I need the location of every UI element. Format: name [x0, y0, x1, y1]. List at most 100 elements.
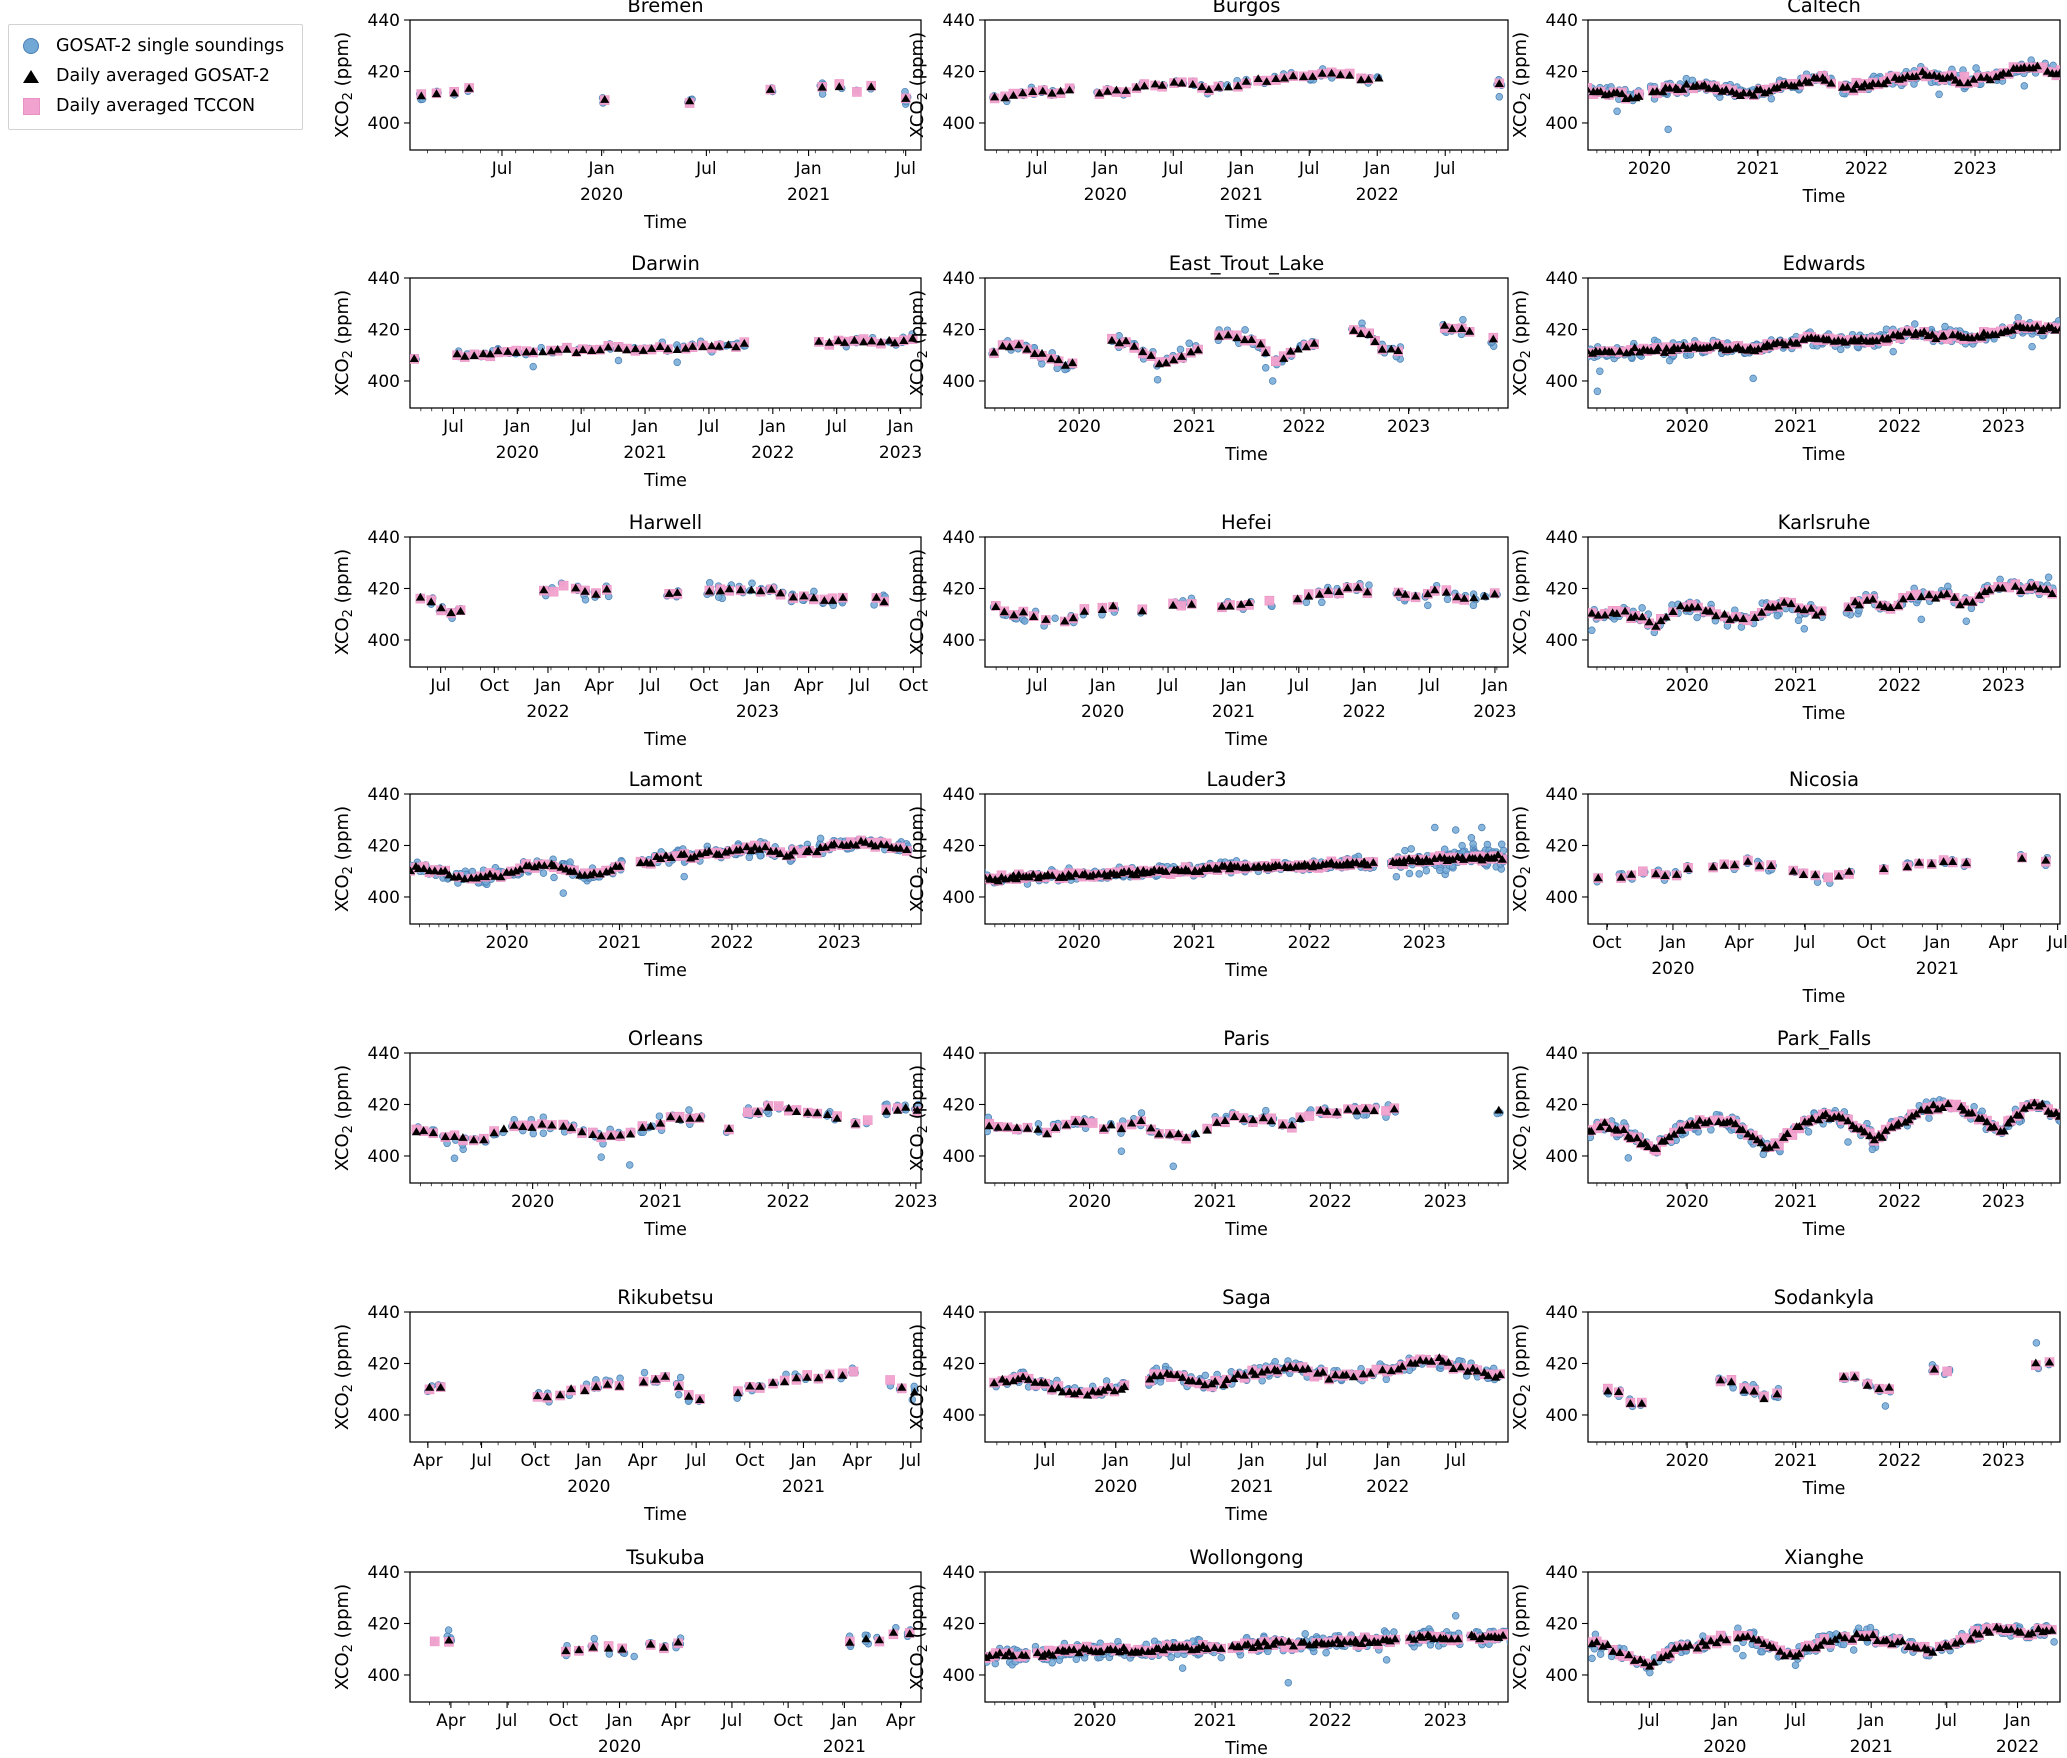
gosat2-daily-marker	[890, 338, 900, 347]
gosat2-daily-marker	[1024, 872, 1034, 881]
single-sounding-marker	[1185, 339, 1193, 348]
tccon-daily-marker	[862, 1115, 873, 1125]
gosat2-daily-marker	[1488, 334, 1498, 343]
gosat2-daily-marker	[1494, 1105, 1504, 1114]
gosat2-daily-marker	[1157, 80, 1167, 89]
gosat2-daily-marker	[1138, 347, 1148, 356]
x-tick-year-label: 2021	[1220, 185, 1263, 205]
panel-park-falls: Park_Falls 400 420 440 XCO2 (ppm) 2020 2021 202…	[1510, 1027, 2061, 1240]
gosat2-daily-marker	[1617, 89, 1627, 98]
gosat2-daily-marker	[1161, 358, 1171, 367]
gosat2-daily-marker	[1217, 602, 1227, 610]
panel-edwards: Edwards 400 420 440 XCO2 (ppm) 2020 2021 2022 20…	[1510, 252, 2061, 465]
single-sounding-marker	[1241, 326, 1249, 334]
gosat2-daily-marker	[817, 82, 827, 91]
gosat2-daily-marker	[1315, 589, 1325, 598]
plot-area	[1587, 277, 2061, 409]
panel-title: Darwin	[631, 252, 700, 275]
gosat2-daily-marker	[791, 1107, 802, 1115]
gosat2-daily-marker	[775, 849, 785, 857]
gosat2-daily-marker	[1000, 93, 1010, 102]
x-tick-label: 2022	[1845, 159, 1888, 179]
gosat2-daily-marker	[1963, 78, 1973, 87]
gosat2-daily-marker	[499, 1124, 509, 1133]
gosat2-daily-marker	[1079, 606, 1089, 615]
gosat2-daily-marker	[1738, 614, 1748, 623]
gosat2-daily-marker	[1653, 343, 1663, 352]
gosat2-daily-marker	[1212, 864, 1223, 873]
x-tick-label: Jan	[794, 159, 821, 179]
single-sounding-marker	[1407, 845, 1415, 853]
gosat2-daily-marker	[1779, 597, 1789, 606]
x-tick-label: 2023	[1982, 676, 2025, 696]
gosat2-daily-marker	[850, 1119, 861, 1128]
y-tick-label: 420	[1546, 1095, 1578, 1115]
gosat2-daily-marker	[600, 95, 610, 103]
single-sounding-marker	[1365, 581, 1373, 589]
gosat2-daily-marker	[809, 593, 819, 602]
gosat2-daily-marker	[1202, 1125, 1212, 1134]
gosat2-daily-marker	[511, 348, 521, 356]
panel-title: Edwards	[1783, 252, 1866, 275]
gosat2-daily-marker	[1223, 82, 1234, 91]
gosat2-daily-marker	[1794, 78, 1804, 87]
gosat2-daily-marker	[714, 850, 724, 858]
single-sounding-marker	[1021, 617, 1029, 625]
y-tick-label: 400	[368, 631, 400, 651]
y-tick-label: 440	[943, 528, 975, 548]
plot-area	[409, 19, 922, 151]
x-axis-label: Time	[643, 471, 687, 491]
single-sounding-outlier-marker	[1451, 826, 1460, 834]
gosat2-daily-marker	[731, 342, 741, 351]
gosat2-daily-marker	[595, 345, 605, 354]
panel-title: Karlsruhe	[1778, 511, 1871, 534]
gosat2-daily-marker	[558, 1121, 568, 1130]
x-tick-year-label: 2021	[1212, 702, 1255, 722]
single-sounding-marker	[1469, 840, 1477, 848]
gosat2-daily-marker	[1030, 349, 1040, 357]
gosat2-daily-marker	[1323, 586, 1333, 595]
x-tick-label: 2020	[1058, 933, 1101, 953]
legend-item-daily-tccon: Daily averaged TCCON	[21, 96, 284, 116]
gosat2-daily-marker	[999, 607, 1009, 616]
tccon-daily-marker-icon	[21, 97, 41, 115]
single-sounding-marker	[529, 1129, 538, 1138]
x-axis-label: Time	[1224, 445, 1268, 465]
panel-title: Caltech	[1787, 0, 1861, 17]
gosat2-daily-marker	[1947, 71, 1957, 80]
gosat2-daily-marker	[990, 92, 1000, 101]
gosat2-daily-marker	[1644, 617, 1654, 626]
gosat2-daily-marker	[1924, 590, 1934, 599]
gosat2-daily-marker	[553, 345, 563, 353]
y-axis-label: XCO2 (ppm)	[907, 806, 931, 912]
gosat2-daily-marker	[1916, 592, 1926, 601]
single-sounding-marker	[1262, 1106, 1270, 1115]
x-tick-label: 2021	[1193, 1192, 1236, 1212]
single-sounding-marker	[539, 1129, 548, 1137]
gosat2-daily-marker	[666, 853, 676, 861]
gosat2-daily-marker	[1334, 587, 1344, 595]
single-sounding-marker	[1962, 617, 1971, 625]
single-sounding-outlier-marker	[1664, 125, 1672, 134]
gosat2-daily-marker	[763, 1102, 773, 1111]
gosat2-daily-marker	[449, 88, 459, 97]
gosat2-daily-marker	[1799, 605, 1809, 614]
y-tick-label: 400	[943, 631, 975, 651]
tccon-daily-marker	[852, 87, 862, 97]
gosat2-daily-marker	[1659, 348, 1670, 356]
gosat2-daily-marker	[901, 1103, 911, 1111]
gosat2-daily-marker	[1173, 1129, 1183, 1138]
gosat2-daily-marker	[436, 603, 446, 612]
gosat2-daily-marker	[698, 342, 708, 351]
gosat2-daily-marker	[538, 347, 548, 356]
gosat2-daily-marker	[1253, 74, 1263, 82]
gosat2-daily-group	[416, 82, 911, 105]
gosat2-daily-marker	[1844, 867, 1854, 875]
panel-title: Burgos	[1213, 0, 1281, 17]
panel-paris: Paris 400 420 440 XCO2 (ppm) 2020 2021 2022 2023…	[907, 1027, 1509, 1240]
single-sounding-marker	[550, 873, 558, 882]
gosat2-daily-marker	[1037, 348, 1047, 357]
y-tick-label: 440	[1546, 269, 1578, 289]
gosat2-daily-marker	[2042, 67, 2053, 75]
